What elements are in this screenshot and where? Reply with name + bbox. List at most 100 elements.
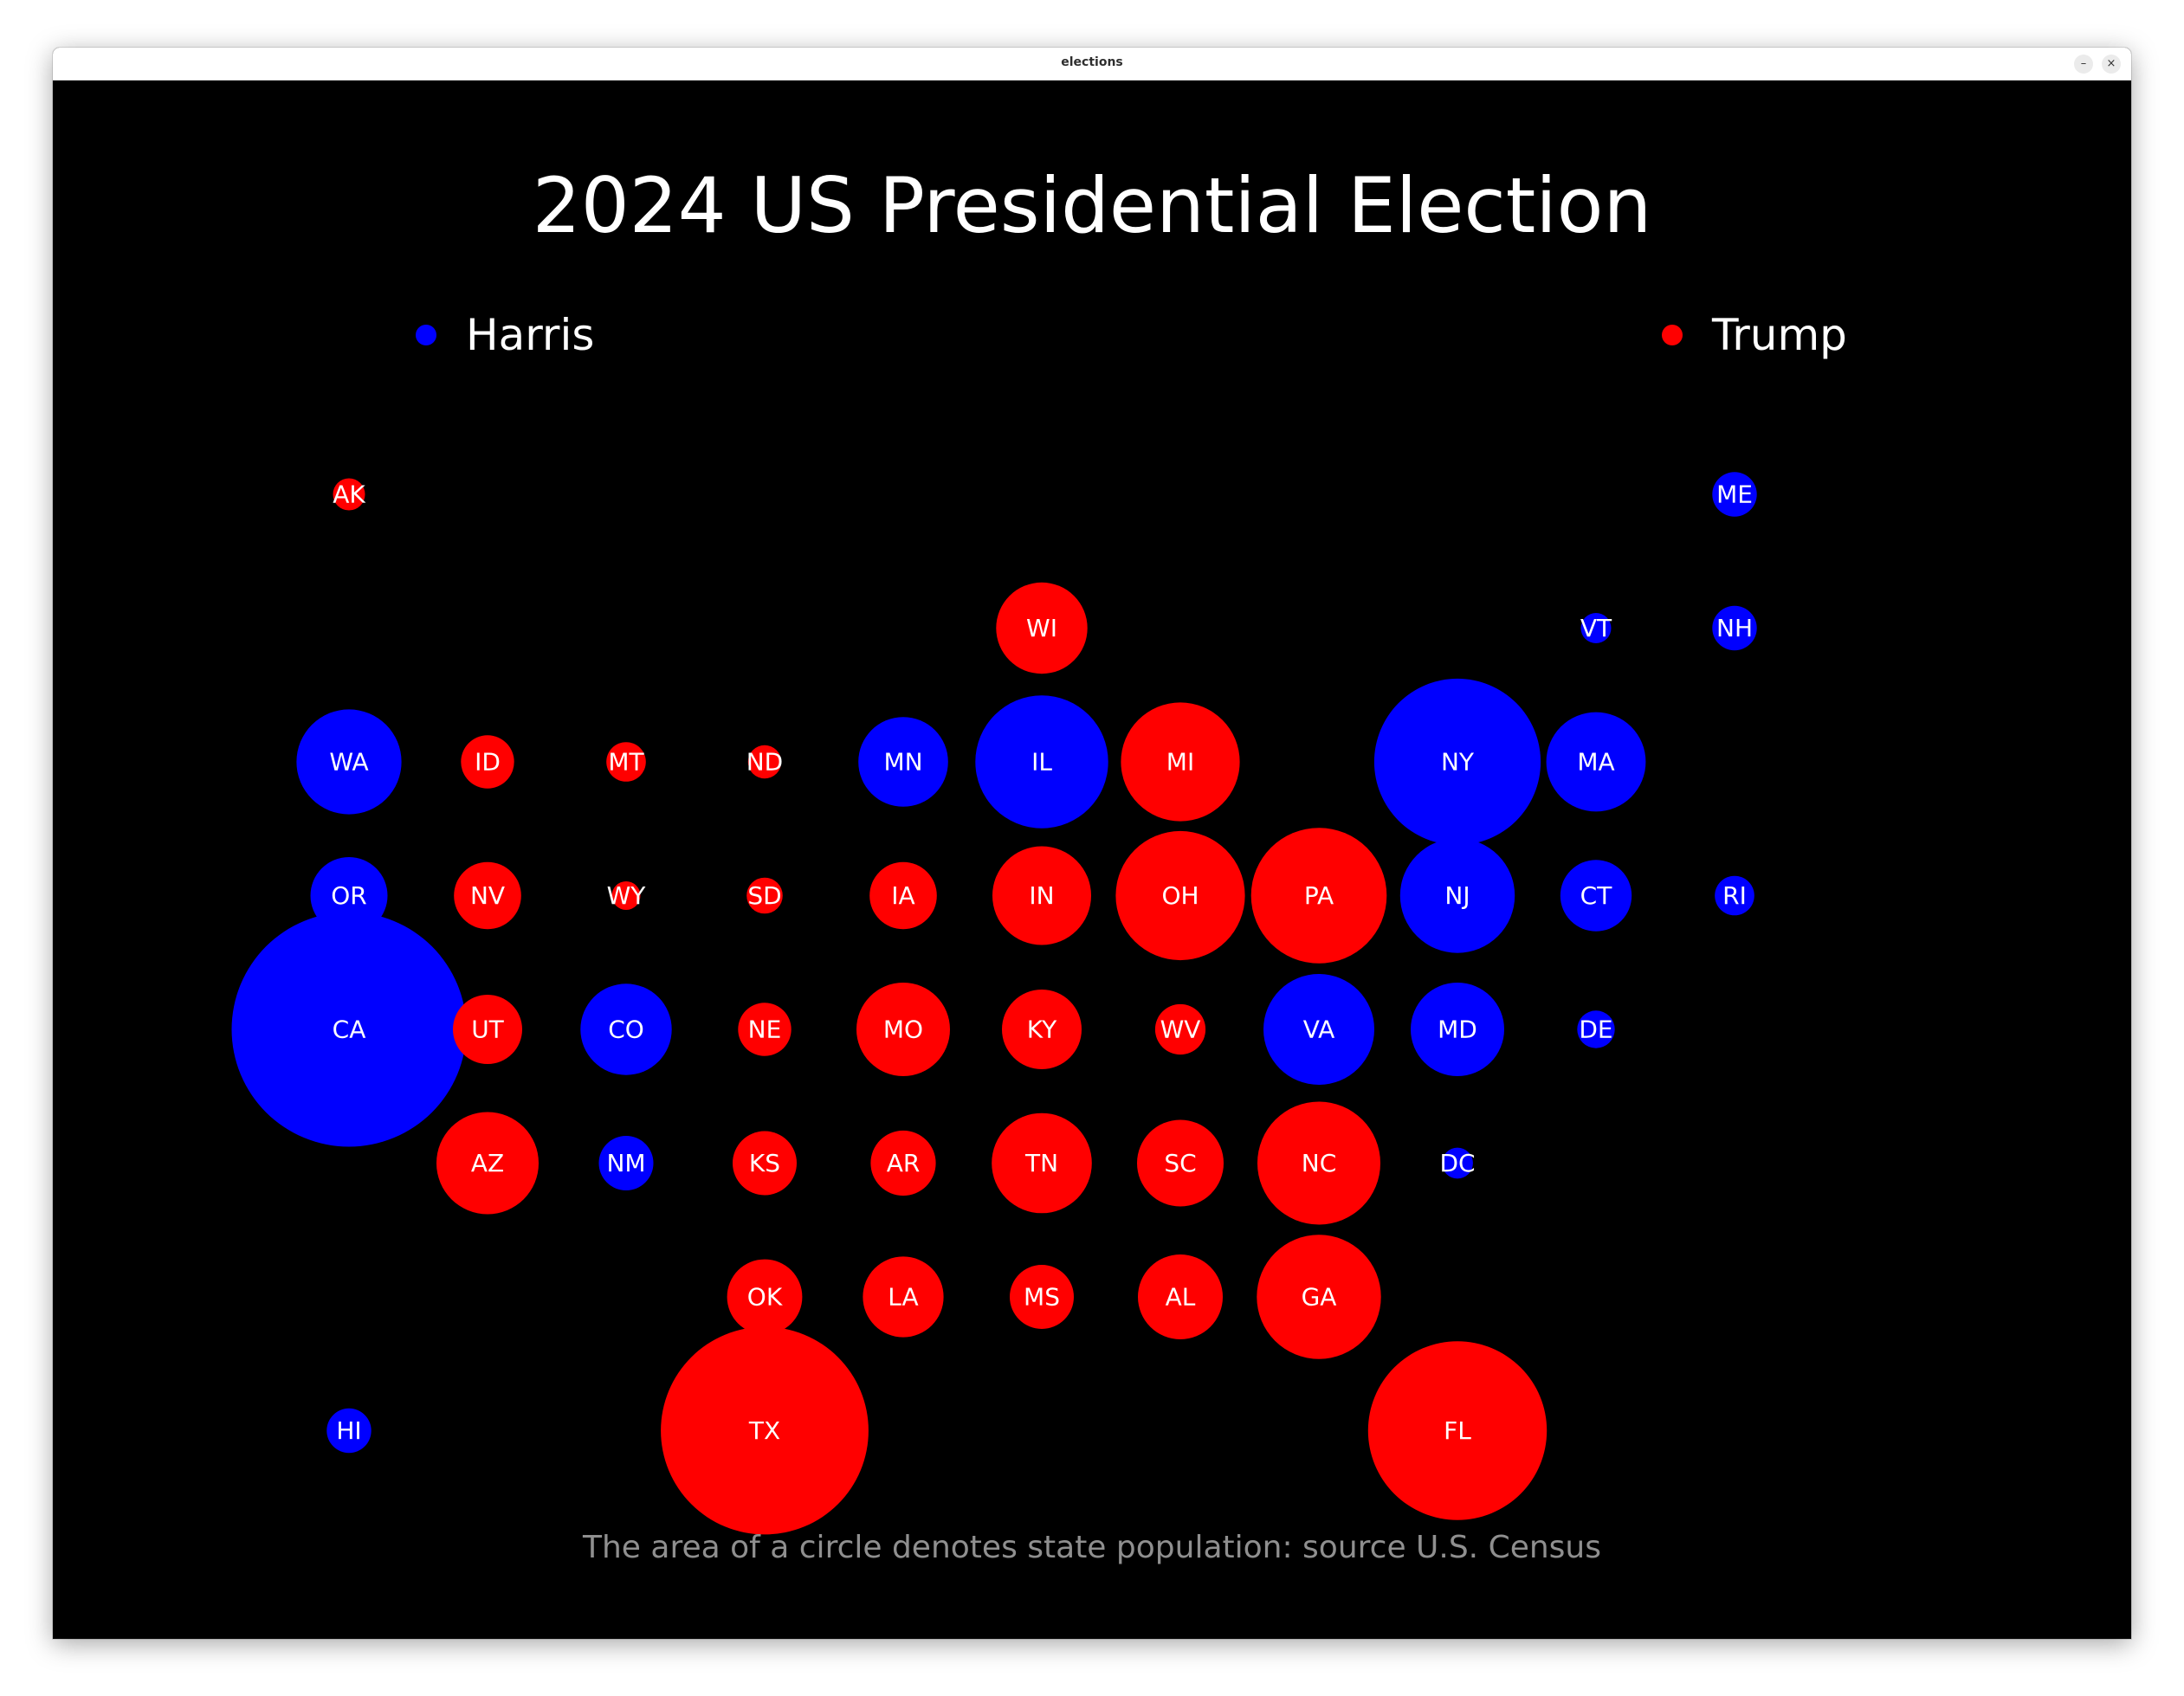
state-bubble-va: VA	[1263, 974, 1374, 1085]
state-circle-ne	[738, 1003, 792, 1056]
state-circle-mo	[856, 983, 950, 1076]
state-circle-mn	[858, 717, 948, 807]
state-bubble-md: MD	[1411, 983, 1504, 1076]
state-circle-il	[975, 695, 1108, 829]
state-bubble-nv: NV	[454, 861, 521, 930]
state-circle-va	[1263, 974, 1374, 1085]
state-bubble-vt: VT	[1580, 613, 1612, 643]
legend-label-trump: Trump	[1712, 310, 1847, 360]
state-circle-wi	[996, 582, 1088, 674]
state-circle-md	[1411, 983, 1504, 1076]
state-label-ak: AK	[333, 480, 365, 509]
state-circle-nc	[1257, 1101, 1380, 1225]
state-label-wi: WI	[1026, 614, 1057, 642]
state-label-ms: MS	[1024, 1283, 1060, 1312]
close-button[interactable]: ×	[2102, 55, 2121, 74]
state-circle-de	[1577, 1010, 1615, 1048]
state-label-nj: NJ	[1444, 881, 1470, 910]
state-bubble-ri: RI	[1715, 875, 1754, 916]
state-circle-sd	[746, 877, 783, 914]
state-circle-az	[436, 1112, 539, 1215]
state-bubble-ca: CA	[231, 912, 467, 1147]
state-label-ks: KS	[749, 1149, 780, 1177]
state-bubble-ky: KY	[1002, 990, 1082, 1069]
state-circle-tn	[992, 1112, 1092, 1214]
chart-title: 2024 US Presidential Election	[532, 161, 1652, 250]
legend-marker-harris	[416, 325, 436, 345]
state-bubble-ms: MS	[1010, 1265, 1074, 1329]
state-label-wa: WA	[329, 748, 368, 777]
state-bubble-mt: MT	[606, 742, 646, 782]
state-bubble-in: IN	[992, 846, 1091, 945]
legend-label-harris: Harris	[466, 310, 595, 360]
state-label-ga: GA	[1302, 1283, 1337, 1312]
state-label-hi: HI	[336, 1416, 361, 1445]
state-label-nv: NV	[470, 881, 505, 910]
state-label-ar: AR	[887, 1149, 921, 1177]
state-bubble-de: DE	[1577, 1010, 1615, 1048]
state-bubble-wy: WY	[607, 881, 646, 910]
state-label-mt: MT	[608, 748, 644, 777]
state-circle-pa	[1250, 828, 1387, 964]
state-bubble-wv: WV	[1154, 1003, 1206, 1055]
state-bubble-tx: TX	[661, 1326, 869, 1535]
state-label-sc: SC	[1164, 1149, 1196, 1177]
minimize-button[interactable]: –	[2074, 55, 2093, 74]
state-circle-tx	[661, 1326, 869, 1535]
state-bubble-il: IL	[975, 695, 1108, 829]
state-bubble-ar: AR	[870, 1130, 936, 1196]
state-bubble-ia: IA	[869, 861, 937, 930]
state-circle-wv	[1154, 1003, 1206, 1055]
state-bubble-ma: MA	[1546, 712, 1646, 812]
state-label-ct: CT	[1580, 881, 1613, 910]
state-bubble-nd: ND	[746, 745, 783, 779]
state-circle-hi	[326, 1408, 372, 1454]
state-circle-al	[1138, 1254, 1223, 1339]
state-circle-me	[1712, 472, 1757, 517]
state-circle-ma	[1546, 712, 1646, 812]
state-bubble-mi: MI	[1121, 702, 1240, 822]
state-label-ny: NY	[1441, 748, 1475, 777]
state-bubble-wa: WA	[296, 709, 402, 815]
state-bubble-az: AZ	[436, 1112, 539, 1215]
state-label-nc: NC	[1302, 1149, 1337, 1177]
state-label-me: ME	[1716, 480, 1753, 509]
state-circle-wy	[611, 881, 641, 910]
chart-footnote: The area of a circle denotes state popul…	[583, 1530, 1601, 1565]
state-label-mn: MN	[883, 748, 922, 777]
state-circle-ak	[333, 478, 365, 511]
state-label-dc: DC	[1439, 1149, 1475, 1177]
state-label-ne: NE	[748, 1016, 782, 1044]
state-label-tx: TX	[748, 1416, 780, 1445]
state-bubble-al: AL	[1138, 1254, 1223, 1339]
window-titlebar[interactable]: elections – ×	[53, 48, 2131, 81]
state-circle-ks	[733, 1131, 797, 1196]
state-label-wv: WV	[1160, 1016, 1201, 1044]
state-label-vt: VT	[1580, 614, 1612, 642]
state-bubble-wi: WI	[996, 582, 1088, 674]
state-label-az: AZ	[471, 1149, 504, 1177]
state-bubble-la: LA	[863, 1256, 944, 1338]
state-label-co: CO	[608, 1016, 644, 1044]
state-label-sd: SD	[747, 881, 781, 910]
state-circle-ok	[727, 1259, 803, 1335]
state-label-tn: TN	[1024, 1149, 1058, 1177]
state-label-al: AL	[1166, 1283, 1196, 1312]
state-label-ok: OK	[747, 1283, 783, 1312]
window-title: elections	[1061, 55, 1123, 69]
state-circle-ar	[870, 1130, 936, 1196]
state-circle-ri	[1715, 875, 1754, 916]
state-label-ut: UT	[471, 1016, 504, 1044]
state-bubble-sc: SC	[1137, 1119, 1224, 1207]
state-circle-nv	[454, 861, 521, 930]
state-label-mo: MO	[883, 1016, 923, 1044]
state-circle-ia	[869, 861, 937, 930]
state-label-ky: KY	[1027, 1016, 1057, 1044]
state-bubble-tn: TN	[992, 1112, 1092, 1214]
state-label-de: DE	[1579, 1016, 1612, 1044]
state-circle-nm	[598, 1136, 654, 1190]
state-circle-id	[461, 735, 514, 789]
state-bubble-nm: NM	[598, 1136, 654, 1190]
state-bubble-oh: OH	[1115, 830, 1245, 961]
state-label-oh: OH	[1161, 881, 1199, 910]
